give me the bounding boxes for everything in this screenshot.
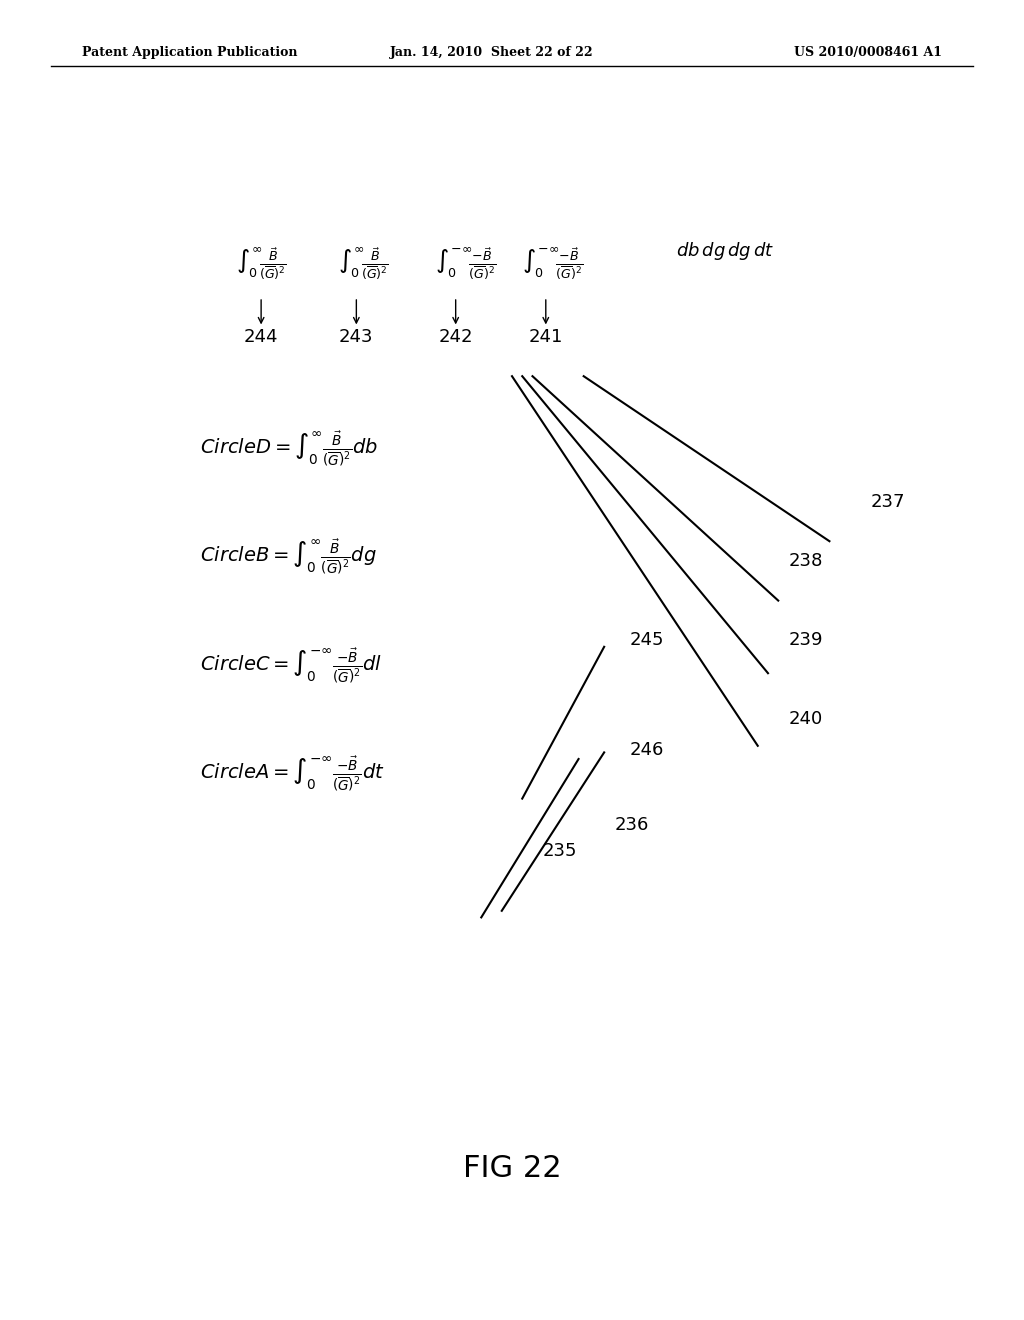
Text: 239: 239 <box>788 631 823 649</box>
Text: 242: 242 <box>438 327 473 346</box>
Text: 245: 245 <box>630 631 665 649</box>
Text: $db\,dg\,dg\,dt$: $db\,dg\,dg\,dt$ <box>676 240 774 261</box>
Text: 246: 246 <box>630 741 665 759</box>
Text: 237: 237 <box>870 492 905 511</box>
Text: Jan. 14, 2010  Sheet 22 of 22: Jan. 14, 2010 Sheet 22 of 22 <box>390 46 593 59</box>
Text: Patent Application Publication: Patent Application Publication <box>82 46 297 59</box>
Text: 244: 244 <box>244 327 279 346</box>
Text: $CircleA = \int_{0}^{-\infty}\frac{-\vec{B}}{(\overline{G})^2}dt$: $CircleA = \int_{0}^{-\infty}\frac{-\vec… <box>200 754 385 793</box>
Text: 243: 243 <box>339 327 374 346</box>
Text: $CircleB = \int_{0}^{\infty}\frac{\vec{B}}{(\overline{G})^2}dg$: $CircleB = \int_{0}^{\infty}\frac{\vec{B… <box>200 537 377 577</box>
Text: $\int_{0}^{-\infty}\!\frac{-\vec{B}}{(\overline{G})^2}$: $\int_{0}^{-\infty}\!\frac{-\vec{B}}{(\o… <box>522 246 584 282</box>
Text: $CircleD = \int_{0}^{\infty}\frac{\vec{B}}{(\overline{G})^2}db$: $CircleD = \int_{0}^{\infty}\frac{\vec{B… <box>200 429 378 469</box>
Text: FIG 22: FIG 22 <box>463 1154 561 1183</box>
Text: $\int_{0}^{\infty}\!\frac{\vec{B}}{(\overline{G})^2}$: $\int_{0}^{\infty}\!\frac{\vec{B}}{(\ove… <box>338 246 389 282</box>
Text: 241: 241 <box>528 327 563 346</box>
Text: US 2010/0008461 A1: US 2010/0008461 A1 <box>794 46 942 59</box>
Text: $CircleC = \int_{0}^{-\infty}\frac{-\vec{B}}{(\overline{G})^2}dl$: $CircleC = \int_{0}^{-\infty}\frac{-\vec… <box>200 645 382 685</box>
Text: $\int_{0}^{-\infty}\!\frac{-\vec{B}}{(\overline{G})^2}$: $\int_{0}^{-\infty}\!\frac{-\vec{B}}{(\o… <box>435 246 497 282</box>
Text: 238: 238 <box>788 552 823 570</box>
Text: 235: 235 <box>543 842 578 861</box>
Text: $\int_{0}^{\infty}\!\frac{\vec{B}}{(\overline{G})^2}$: $\int_{0}^{\infty}\!\frac{\vec{B}}{(\ove… <box>236 246 287 282</box>
Text: 236: 236 <box>614 816 649 834</box>
Text: 240: 240 <box>788 710 822 729</box>
